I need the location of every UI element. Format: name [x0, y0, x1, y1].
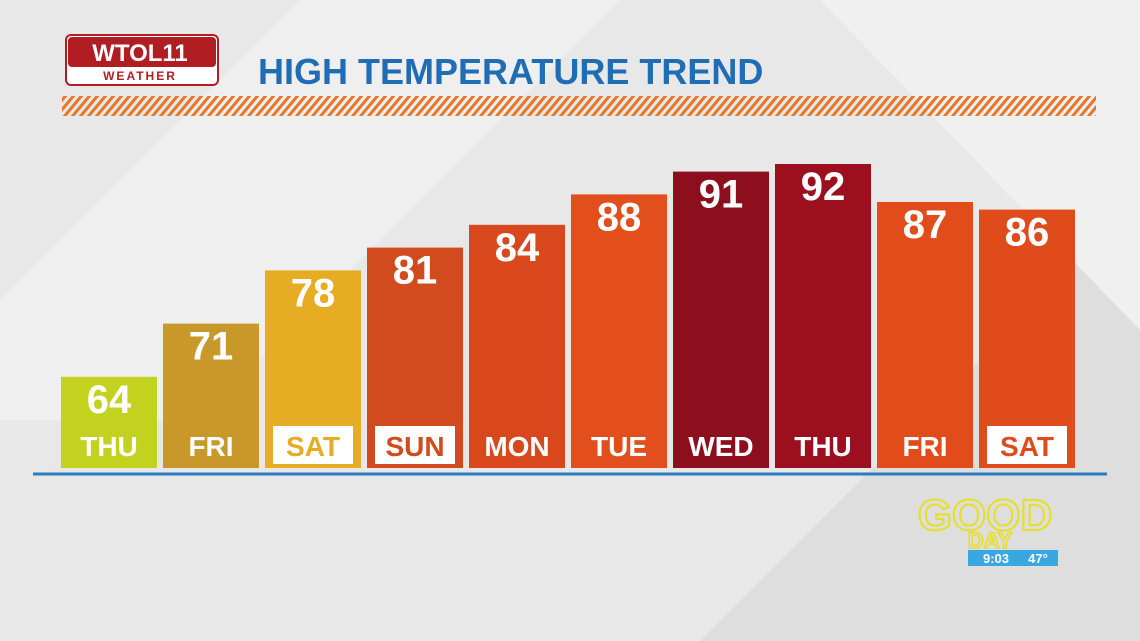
x-tick-label: TUE [591, 431, 647, 462]
value-label: 81 [393, 249, 438, 293]
title-stripe [62, 96, 1096, 116]
value-label: 86 [1005, 211, 1050, 255]
station: WTOL11 [92, 40, 188, 67]
show-subtitle: DAY [968, 528, 1013, 553]
x-tick-label: SUN [385, 431, 444, 462]
value-label: 88 [597, 195, 642, 239]
value-label: 78 [291, 271, 336, 315]
bar [571, 194, 667, 468]
bar [61, 376, 157, 468]
bar [469, 224, 565, 468]
value-label: 91 [699, 173, 744, 217]
day-label-box [273, 426, 353, 464]
value-label: 87 [903, 203, 948, 247]
chart-title: HIGH TEMPERATURE TREND [258, 51, 763, 92]
clock: 9:03 [983, 551, 1009, 566]
current-temp: 47° [1028, 551, 1048, 566]
x-tick-label: THU [794, 431, 852, 462]
value-label: 64 [87, 378, 132, 422]
x-tick-label: MON [484, 431, 549, 462]
x-tick-label: FRI [188, 431, 233, 462]
bar [163, 323, 259, 468]
bar [775, 164, 871, 468]
value-label: 71 [189, 325, 234, 369]
bar [979, 209, 1075, 468]
value-label: 92 [801, 165, 846, 209]
x-tick-label: SAT [286, 431, 340, 462]
logo: WTOL11 WEATHER [65, 34, 219, 86]
value-label: 84 [495, 226, 540, 270]
x-tick-label: THU [80, 431, 138, 462]
bar [877, 202, 973, 468]
day-label-box [987, 426, 1067, 464]
show-title: GOOD [918, 491, 1052, 540]
bar [673, 171, 769, 468]
show-logo: GOOD DAY 9:03 47° [917, 490, 1058, 566]
x-tick-label: WED [688, 431, 753, 462]
x-tick-label: SAT [1000, 431, 1054, 462]
x-tick-label: FRI [902, 431, 947, 462]
day-label-box [375, 426, 455, 464]
station-subtitle: WEATHER [103, 69, 177, 83]
